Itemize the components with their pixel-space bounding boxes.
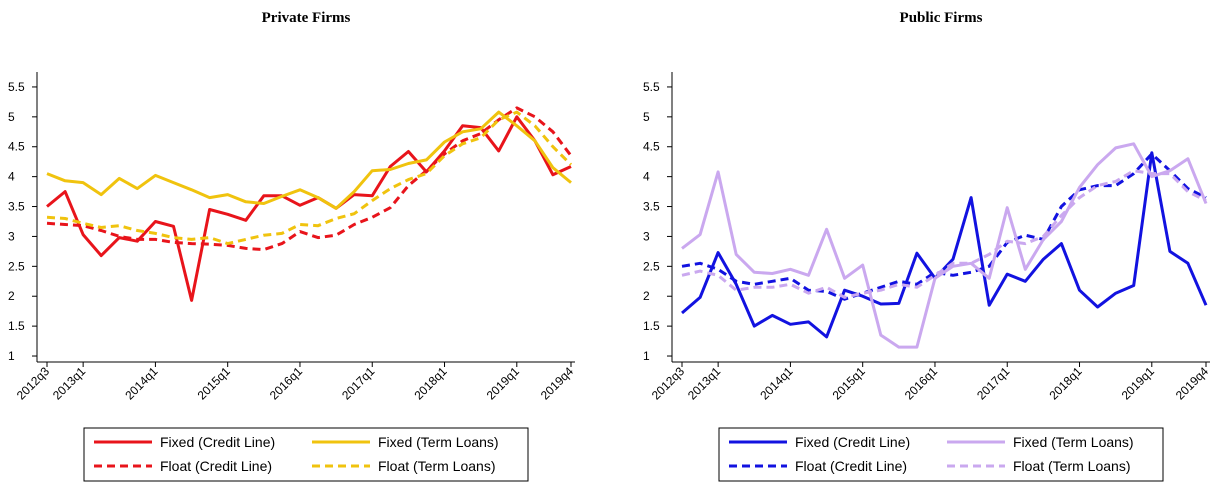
y-tick-label: 3.5 bbox=[8, 200, 25, 214]
y-tick-label: 3.5 bbox=[643, 200, 660, 214]
data-line bbox=[46, 110, 573, 246]
chart-title: Public Firms bbox=[900, 10, 983, 26]
legend-label: Fixed (Credit Line) bbox=[795, 434, 910, 450]
panel: Private Firms11.522.533.544.555.52012q32… bbox=[8, 10, 576, 482]
x-tick-label: 2016q1 bbox=[267, 364, 305, 402]
legend-label: Fixed (Term Loans) bbox=[1013, 434, 1134, 450]
legend-label: Float (Term Loans) bbox=[1013, 458, 1130, 474]
data-line bbox=[46, 110, 572, 210]
y-tick-label: 2 bbox=[643, 289, 650, 303]
x-tick-label: 2019q1 bbox=[1119, 364, 1157, 402]
legend-label: Float (Term Loans) bbox=[378, 458, 495, 474]
y-tick-label: 1.5 bbox=[643, 319, 660, 333]
x-tick-label: 2017q1 bbox=[339, 364, 377, 402]
data-line bbox=[681, 142, 1208, 349]
legend-box bbox=[718, 427, 1164, 482]
y-tick-label: 1 bbox=[643, 349, 650, 363]
x-tick-label: 2013q1 bbox=[50, 364, 88, 402]
x-tick-label: 2019q4 bbox=[1173, 364, 1211, 402]
x-tick-label: 2019q1 bbox=[484, 364, 522, 402]
y-tick-label: 4.5 bbox=[8, 140, 25, 154]
x-tick-label: 2015q1 bbox=[195, 364, 233, 402]
legend-label: Fixed (Term Loans) bbox=[378, 434, 499, 450]
y-tick-label: 1 bbox=[8, 349, 15, 363]
y-tick-label: 4 bbox=[643, 170, 650, 184]
legend-label: Float (Credit Line) bbox=[795, 458, 907, 474]
y-tick-label: 1.5 bbox=[8, 319, 25, 333]
y-tick-label: 5.5 bbox=[643, 80, 660, 94]
legend-label: Fixed (Credit Line) bbox=[160, 434, 275, 450]
x-tick-label: 2019q4 bbox=[538, 364, 576, 402]
x-tick-label: 2014q1 bbox=[757, 364, 795, 402]
y-tick-label: 3 bbox=[8, 229, 15, 243]
panel: Public Firms11.522.533.544.555.52012q320… bbox=[643, 10, 1211, 482]
data-line bbox=[681, 151, 1208, 339]
x-tick-label: 2014q1 bbox=[122, 364, 160, 402]
y-tick-label: 4.5 bbox=[643, 140, 660, 154]
x-tick-label: 2015q1 bbox=[830, 364, 868, 402]
legend-label: Float (Credit Line) bbox=[160, 458, 272, 474]
chart-title: Private Firms bbox=[262, 10, 351, 26]
x-tick-label: 2012q3 bbox=[649, 364, 687, 402]
x-tick-label: 2016q1 bbox=[902, 364, 940, 402]
x-tick-label: 2012q3 bbox=[14, 364, 52, 402]
x-tick-label: 2018q1 bbox=[411, 364, 449, 402]
legend-box bbox=[83, 427, 529, 482]
y-tick-label: 5 bbox=[8, 110, 15, 124]
y-tick-label: 5.5 bbox=[8, 80, 25, 94]
x-tick-label: 2018q1 bbox=[1046, 364, 1084, 402]
y-tick-label: 2.5 bbox=[8, 259, 25, 273]
y-tick-label: 3 bbox=[643, 229, 650, 243]
y-tick-label: 2 bbox=[8, 289, 15, 303]
y-tick-label: 5 bbox=[643, 110, 650, 124]
x-tick-label: 2013q1 bbox=[685, 364, 723, 402]
data-line bbox=[681, 169, 1207, 299]
y-tick-label: 2.5 bbox=[643, 259, 660, 273]
y-tick-label: 4 bbox=[8, 170, 15, 184]
x-tick-label: 2017q1 bbox=[974, 364, 1012, 402]
data-line bbox=[46, 115, 572, 302]
